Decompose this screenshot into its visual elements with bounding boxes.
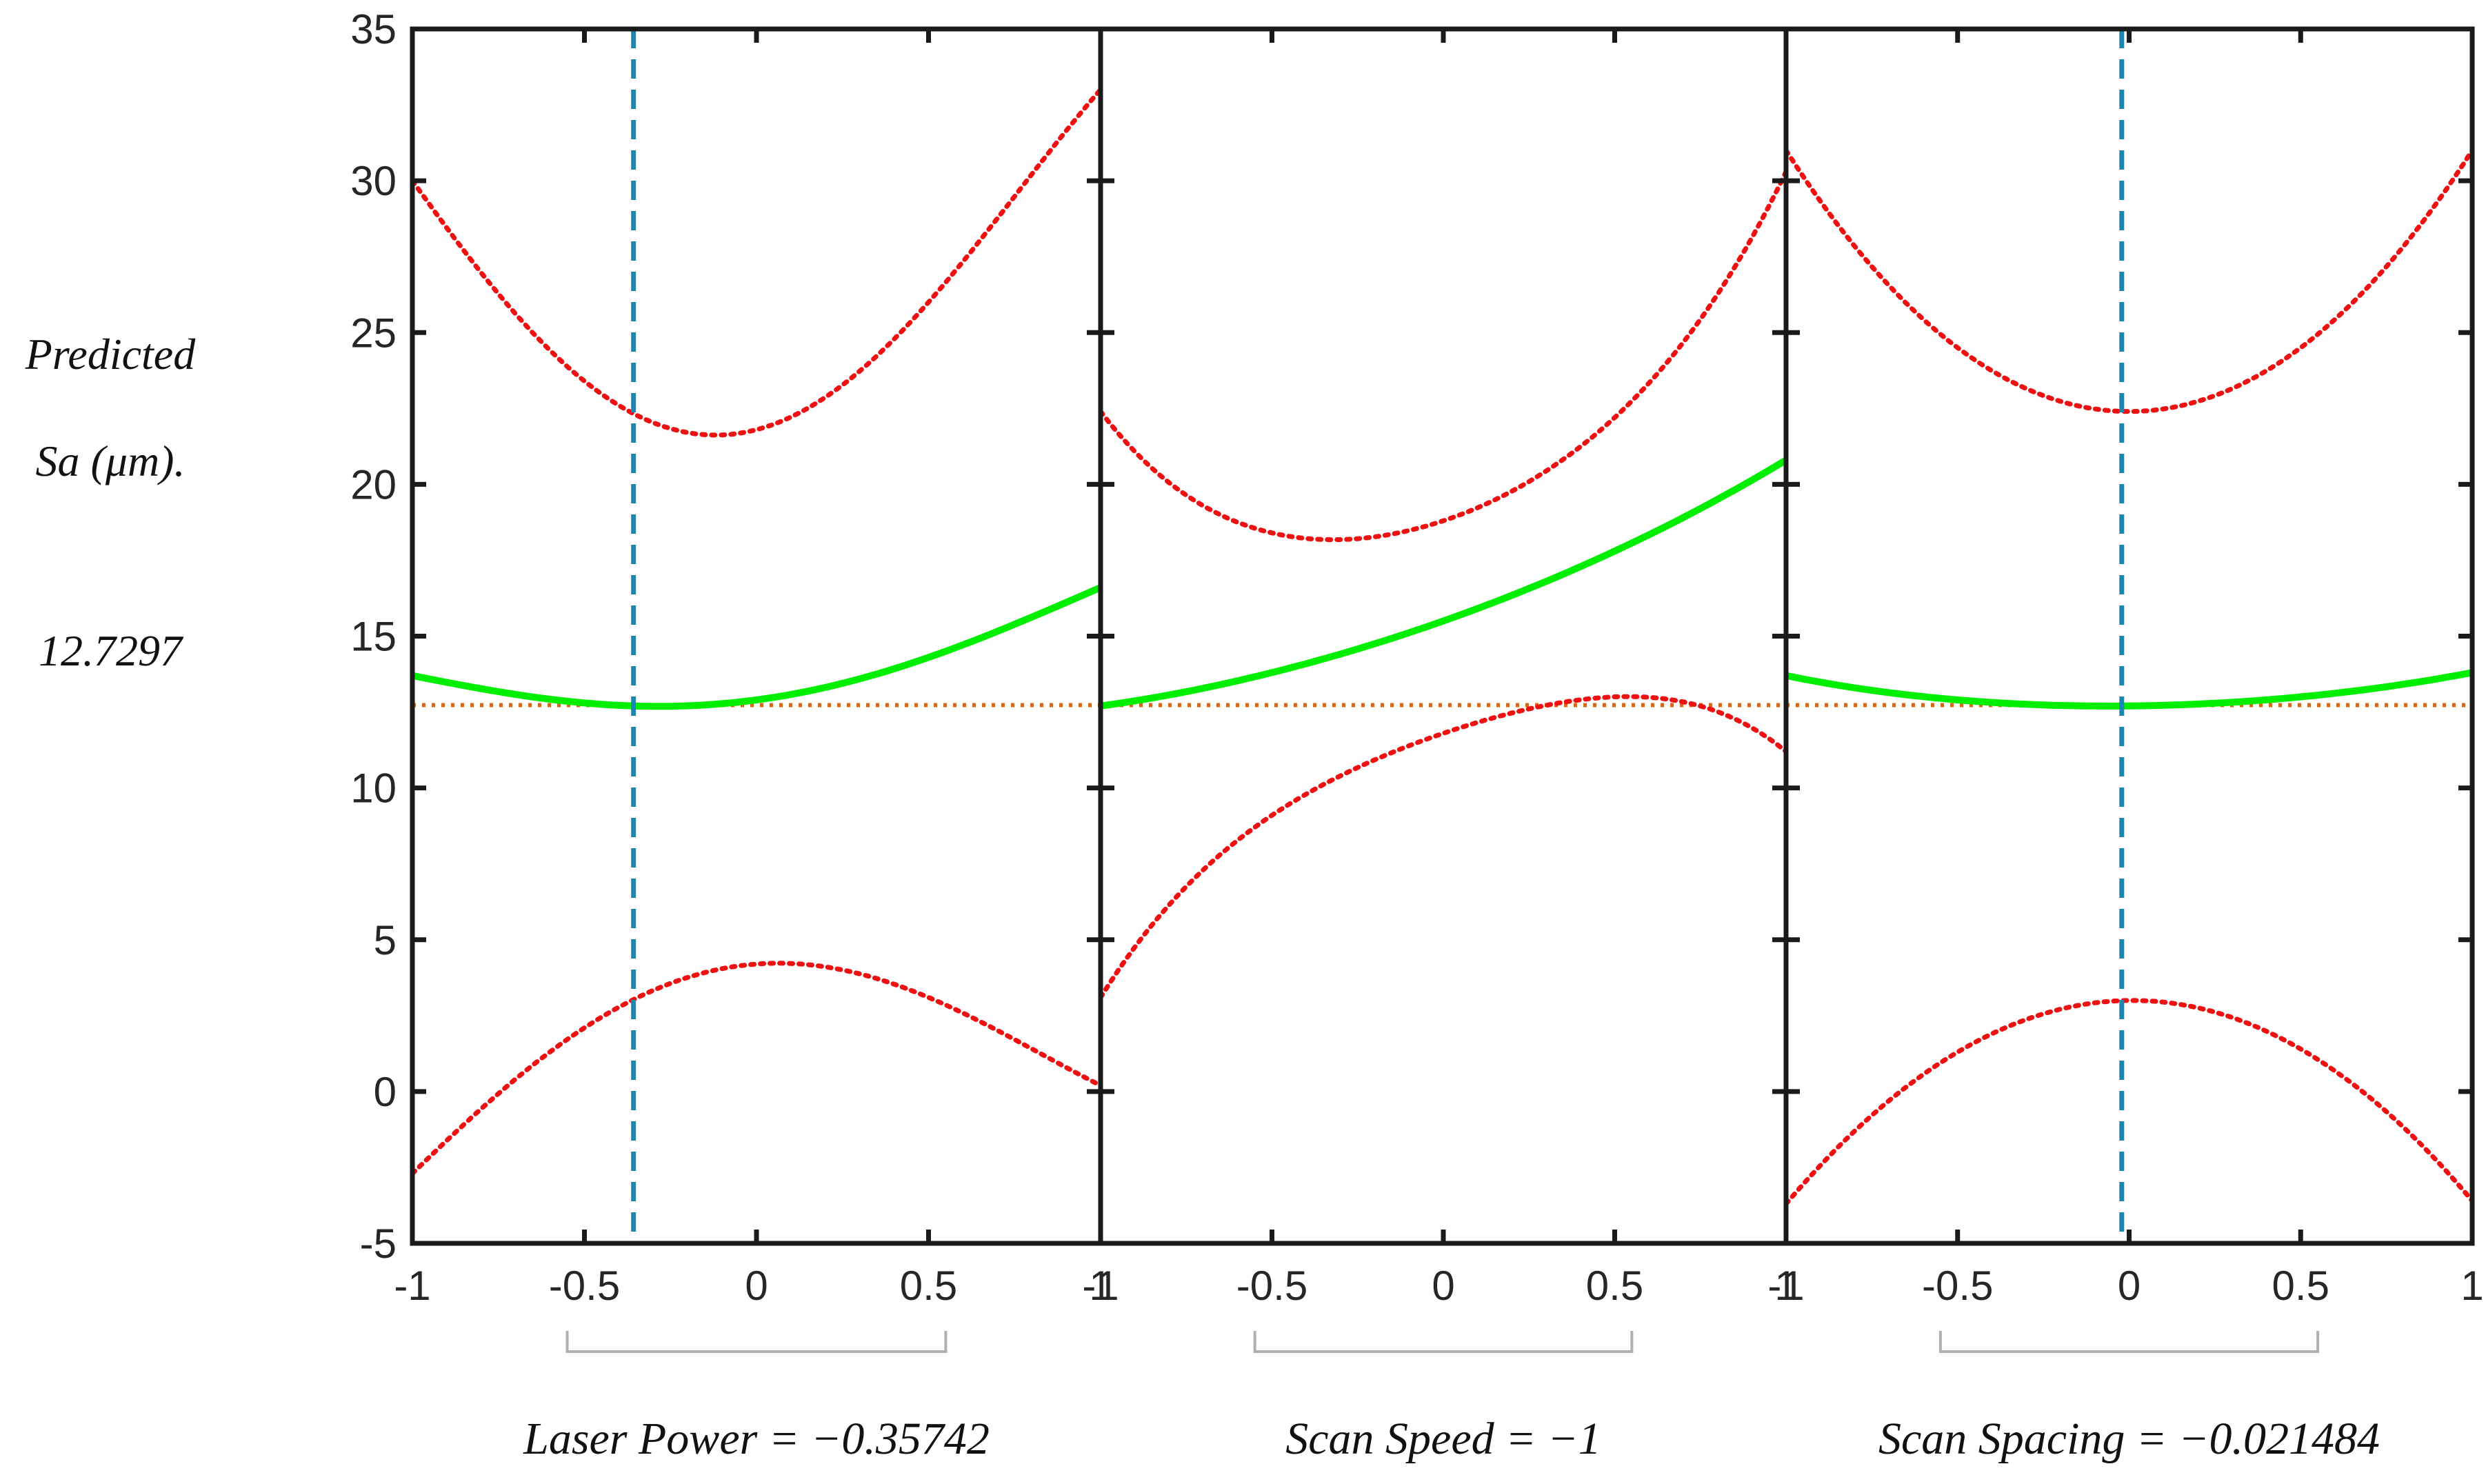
x-tick-label: 0.5 <box>900 1263 957 1309</box>
lower-bound-curve <box>412 961 1101 1176</box>
axes-frame <box>1783 26 2475 1246</box>
x-tick-label: 1 <box>1774 1263 1797 1309</box>
y-tick-label: 5 <box>374 917 397 963</box>
y-tick-label: 15 <box>350 614 397 660</box>
x-axis-label-laser-power: Laser Power = −0.35742 <box>523 1414 990 1464</box>
prediction-curve <box>1786 669 2472 710</box>
value-slider <box>565 1331 948 1353</box>
y-tick-label: 0 <box>374 1069 397 1115</box>
panel-scan-speed: -1 -0.5 0 0.5 1 Scan Speed = −1 <box>1082 26 1798 1464</box>
y-tick-label: -5 <box>360 1221 397 1267</box>
x-tick-label: -1 <box>394 1263 430 1309</box>
value-slider <box>1938 1331 2320 1353</box>
x-tick-label: -0.5 <box>1922 1263 1993 1309</box>
lower-bound-curve <box>1101 694 1786 1000</box>
x-tick-label: -1 <box>1082 1263 1119 1309</box>
y-axis-label-line-2: Sa (μm). <box>36 437 186 485</box>
predicted-value-readout: 12.7297 <box>39 626 184 675</box>
x-tick-label: 0 <box>2118 1263 2141 1309</box>
x-axis-label-scan-speed: Scan Speed = −1 <box>1285 1414 1601 1464</box>
upper-bound-curve <box>1101 169 1786 543</box>
plot-area: -1 -0.5 0 0.5 1 Laser Power = −0.35742 -1 -0.5 0… <box>350 6 2483 1464</box>
axes-frame <box>410 26 1103 1246</box>
panel-curves <box>412 87 1101 1176</box>
x-tick-label: -0.5 <box>549 1263 620 1309</box>
y-axis-label-line-1: Predicted <box>25 330 196 379</box>
x-tick-label: 0.5 <box>1586 1263 1643 1309</box>
x-tick-label: -1 <box>1767 1263 1804 1309</box>
y-tick-label: 30 <box>350 158 397 204</box>
y-tick-label: 35 <box>350 6 397 52</box>
upper-bound-curve <box>412 87 1101 438</box>
prediction-curve <box>412 584 1101 710</box>
value-slider <box>1253 1331 1634 1353</box>
x-tick-label: 0 <box>745 1263 768 1309</box>
lower-bound-curve <box>1786 998 2472 1207</box>
prediction-curve <box>1101 457 1786 710</box>
x-tick-label: 0 <box>1432 1263 1454 1309</box>
x-tick-label: -0.5 <box>1236 1263 1307 1309</box>
panel-scan-spacing: -1 -0.5 0 0.5 1 Scan Spacing = −0.021484 <box>1767 26 2484 1464</box>
upper-bound-curve <box>1786 148 2472 414</box>
y-tick-label: 10 <box>350 765 397 812</box>
y-tick-label: 20 <box>350 461 397 508</box>
panel-laser-power: -1 -0.5 0 0.5 1 Laser Power = −0.35742 <box>394 26 1112 1464</box>
x-tick-label: 0.5 <box>2272 1263 2329 1309</box>
panel-curves <box>1101 169 1786 1000</box>
axes-frame <box>1098 26 1789 1246</box>
y-axis-label-group: Predicted Sa (μm). 12.7297 <box>25 330 196 675</box>
x-axis-label-scan-spacing: Scan Spacing = −0.021484 <box>1878 1414 2380 1464</box>
panel-curves <box>1786 148 2472 1207</box>
x-tick-label: 1 <box>1089 1263 1112 1309</box>
x-tick-label: 1 <box>2460 1263 2483 1309</box>
y-tick-label: 25 <box>350 310 397 356</box>
